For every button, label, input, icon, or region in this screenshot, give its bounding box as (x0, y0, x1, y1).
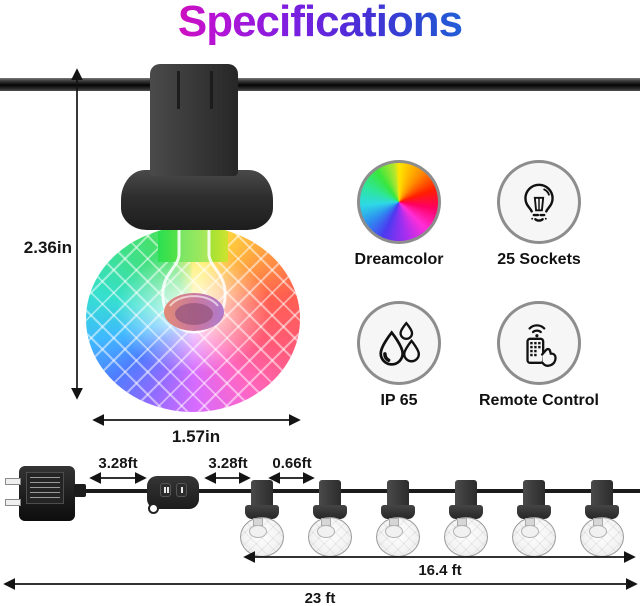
total-length-label: 23 ft (304, 590, 336, 606)
feature-remote: Remote Control (469, 301, 609, 410)
hanging-loop (148, 503, 159, 514)
bulb-width-label: 1.57in (171, 427, 221, 446)
big-bulb-globe (86, 226, 300, 412)
bulb-socket (150, 64, 238, 176)
feature-label: Remote Control (479, 392, 599, 409)
bulb-socket-collar (121, 170, 273, 230)
socket-spacing-label: 0.66ft (272, 455, 312, 472)
string-bulb (440, 480, 492, 558)
bulb-glass-neck (158, 226, 228, 262)
feature-sockets: 25 Sockets (469, 160, 609, 269)
socket-notch (177, 71, 180, 109)
controller-button (176, 483, 187, 497)
feature-dreamcolor: Dreamcolor (329, 160, 469, 269)
plug-prong (5, 499, 21, 506)
string-wire-bottom (80, 489, 640, 493)
remote-control-icon (497, 301, 581, 385)
cord-connector (74, 484, 86, 497)
plug-to-controller-label: 3.28ft (98, 455, 138, 472)
string-bulb (304, 480, 356, 558)
feature-grid: Dreamcolor 25 Sockets (329, 160, 619, 410)
string-bulb (236, 480, 288, 558)
water-drops-icon (357, 301, 441, 385)
power-adapter (5, 466, 75, 521)
plug-prong (5, 478, 21, 485)
lighted-length-label: 16.4 ft (418, 562, 462, 579)
string-bulb (508, 480, 560, 558)
string-bulb (576, 480, 628, 558)
page-title: Specifications (0, 0, 640, 46)
feature-ip65: IP 65 (329, 301, 469, 410)
feature-label: 25 Sockets (497, 251, 581, 268)
feature-label: IP 65 (380, 392, 418, 409)
color-wheel-icon (357, 160, 441, 244)
bulb-inner-glass (161, 230, 227, 334)
feature-label: Dreamcolor (354, 251, 444, 268)
light-bulb-icon (497, 160, 581, 244)
inline-controller (147, 476, 199, 514)
socket-notch (210, 71, 213, 109)
controller-button (160, 483, 171, 497)
bulb-height-label: 2.36in (23, 238, 72, 257)
controller-to-socket-label: 3.28ft (208, 455, 248, 472)
adapter-label (26, 472, 64, 504)
